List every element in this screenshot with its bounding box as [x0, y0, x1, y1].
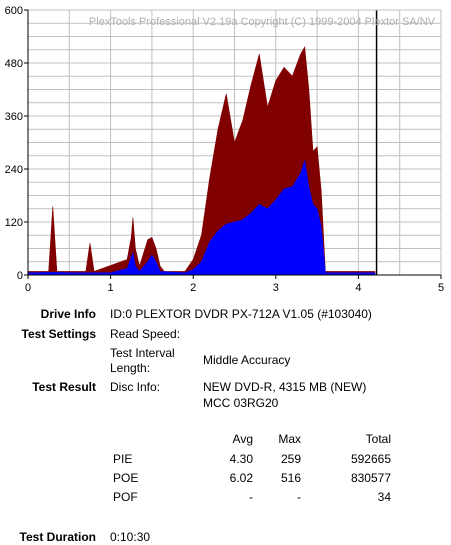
poe-row-label: POE: [113, 471, 139, 485]
y-tick-label: 240: [5, 164, 23, 176]
test-result-label: Test Result: [32, 380, 96, 394]
test-interval-value: Middle Accuracy: [203, 353, 291, 367]
disc-info-label: Disc Info:: [110, 380, 161, 394]
pof-max: -: [297, 490, 301, 504]
disc-info-value-line2: MCC 03RG20: [203, 396, 279, 410]
x-tick-label: 2: [190, 282, 196, 294]
pie-poe-chart: 0 120 240 360 480 600 0 1 2 3 4 5 PlexTools Profess…: [5, 5, 444, 294]
poe-total: 830577: [350, 471, 391, 485]
y-tick-label: 360: [5, 111, 23, 123]
x-tick-label: 1: [108, 282, 114, 294]
test-settings-label: Test Settings: [21, 327, 96, 341]
y-tick-label: 480: [5, 58, 23, 70]
read-speed-label: Read Speed:: [110, 327, 181, 341]
test-interval-label-line2: Length:: [110, 361, 151, 375]
pie-avg: 4.30: [229, 452, 253, 466]
pie-total: 592665: [350, 452, 391, 466]
results-header-total: Total: [365, 432, 391, 446]
drive-info-value: ID:0 PLEXTOR DVDR PX-712A V1.05 (#103040…: [110, 307, 372, 321]
test-interval-label-line1: Test Interval: [110, 346, 175, 360]
pof-avg: -: [249, 490, 253, 504]
x-tick-label: 3: [273, 282, 279, 294]
x-tick-label: 5: [438, 282, 444, 294]
axes: 0 120 240 360 480 600 0 1 2 3 4 5: [5, 5, 444, 294]
results-header-avg: Avg: [232, 432, 253, 446]
y-tick-label: 600: [5, 5, 23, 17]
pof-total: 34: [377, 490, 391, 504]
results-header-max: Max: [278, 432, 301, 446]
test-duration-value: 0:10:30: [110, 530, 151, 544]
y-tick-label: 0: [17, 270, 23, 282]
pie-series-area: [27, 160, 376, 276]
pie-row-label: PIE: [113, 452, 133, 466]
test-duration-label: Test Duration: [19, 530, 96, 544]
x-tick-label: 0: [25, 282, 31, 294]
copyright-watermark: PlexTools Professional V2.19a Copyright …: [89, 16, 436, 28]
pie-max: 259: [280, 452, 301, 466]
poe-max: 516: [280, 471, 301, 485]
drive-info-label: Drive Info: [40, 307, 96, 321]
disc-info-value-line1: NEW DVD-R, 4315 MB (NEW): [203, 380, 367, 394]
x-tick-label: 4: [355, 282, 361, 294]
y-tick-label: 120: [5, 217, 23, 229]
poe-avg: 6.02: [229, 471, 253, 485]
pof-row-label: POF: [113, 490, 138, 504]
